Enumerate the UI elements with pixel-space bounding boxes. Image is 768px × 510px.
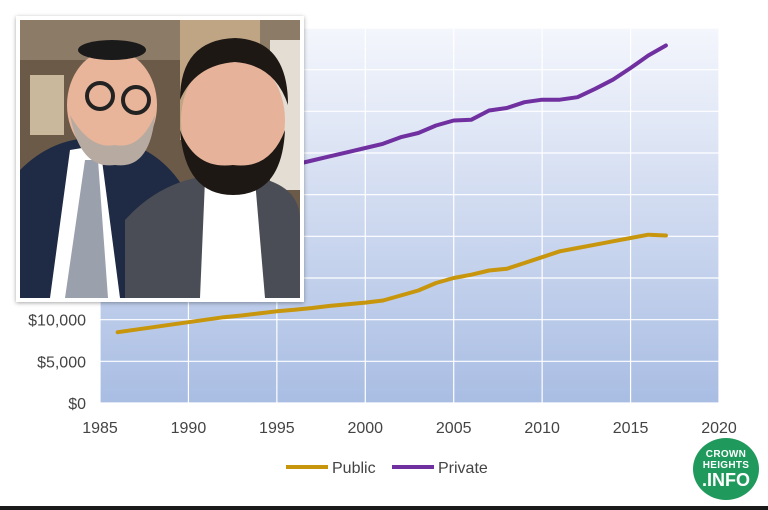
legend-label-private: Private xyxy=(438,460,488,477)
bottom-rule xyxy=(0,506,768,510)
legend[interactable]: Public Private xyxy=(286,460,488,477)
legend-label-public: Public xyxy=(332,460,376,477)
series-lines xyxy=(115,43,668,335)
x-tick-label: 2010 xyxy=(524,420,560,437)
y-axis: $0 $5,000 $10,000 xyxy=(28,313,86,413)
y-tick-label: $10,000 xyxy=(28,313,86,330)
x-axis: 1985 1990 1995 2000 2005 2010 2015 2020 xyxy=(82,420,737,437)
x-tick-label: 2020 xyxy=(701,420,737,437)
x-tick-label: 2005 xyxy=(436,420,472,437)
logo-line-3: .INFO xyxy=(702,469,750,490)
photo-inset xyxy=(16,16,304,302)
x-tick-label: 1985 xyxy=(82,420,118,437)
x-tick-label: 1990 xyxy=(171,420,207,437)
series-line-private xyxy=(292,43,668,167)
x-tick-label: 2000 xyxy=(347,420,383,437)
logo-line-1: CROWN xyxy=(705,448,747,460)
x-tick-label: 1995 xyxy=(259,420,295,437)
y-tick-label: $5,000 xyxy=(37,354,86,371)
series-line-public xyxy=(115,232,668,335)
logo-line-2: HEIGHTS xyxy=(702,459,750,471)
x-tick-label: 2015 xyxy=(613,420,649,437)
crown-heights-logo: CROWN HEIGHTS .INFO xyxy=(693,438,759,500)
photo-image xyxy=(20,20,300,298)
y-tick-label: $0 xyxy=(68,396,86,413)
